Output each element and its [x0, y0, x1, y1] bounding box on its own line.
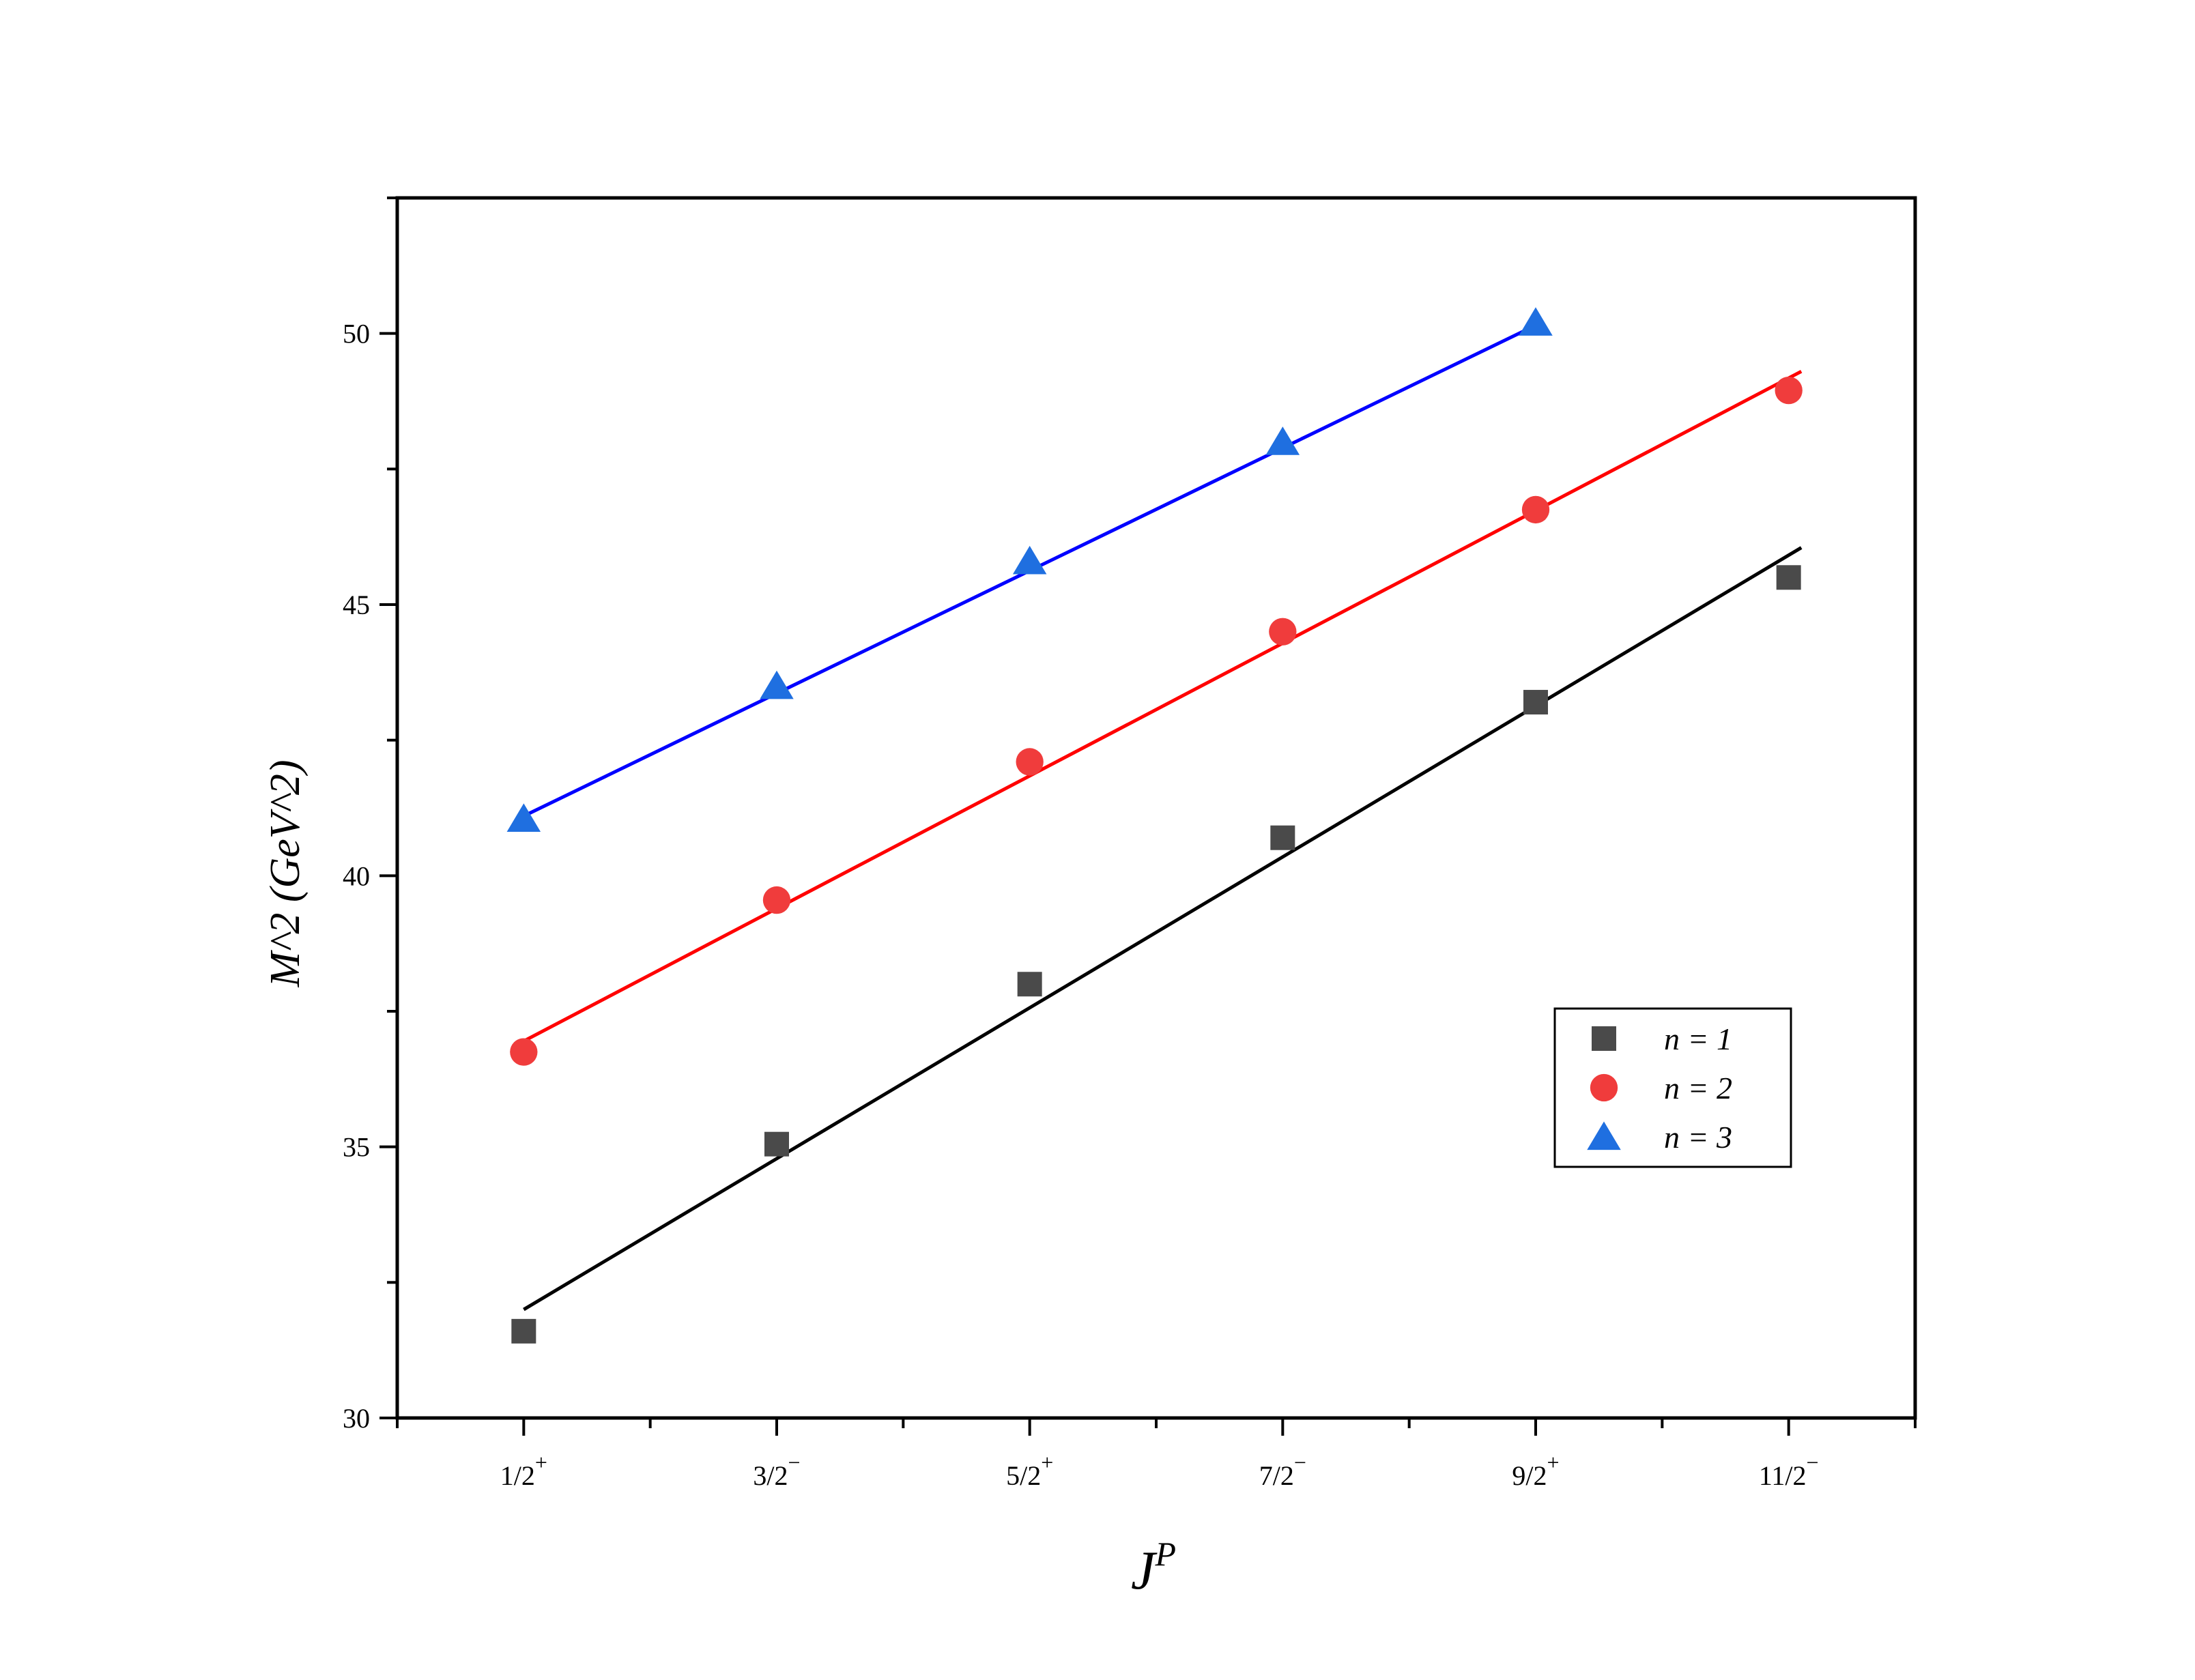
data-point-series-3 — [1265, 426, 1300, 455]
data-point-series-1 — [764, 1131, 789, 1157]
x-axis-title: JP — [1131, 1535, 1176, 1601]
x-tick-label: 7/2− — [1259, 1450, 1306, 1491]
markers — [506, 307, 1803, 1344]
data-point-series-2 — [1775, 376, 1803, 405]
y-tick-label: 30 — [343, 1403, 370, 1434]
legend-label: n = 1 — [1664, 1022, 1732, 1056]
x-tick-label: 9/2+ — [1512, 1450, 1559, 1491]
data-point-series-3 — [1519, 307, 1553, 336]
y-tick-label: 40 — [343, 860, 370, 891]
data-point-series-1 — [511, 1318, 536, 1344]
legend: n = 1 n = 2 n = 3 — [1553, 1007, 1792, 1168]
y-tick-label: 35 — [343, 1132, 370, 1163]
data-point-series-1 — [1270, 825, 1295, 850]
data-point-series-3 — [1012, 545, 1047, 575]
data-point-series-3 — [506, 803, 541, 832]
data-point-series-1 — [1776, 565, 1801, 590]
x-tick-label: 5/2+ — [1006, 1450, 1053, 1491]
data-point-series-1 — [1523, 690, 1548, 715]
data-point-series-2 — [1521, 495, 1550, 524]
data-point-series-2 — [1269, 618, 1297, 646]
y-tick-label: 50 — [343, 319, 370, 349]
fit-line-series-1 — [523, 546, 1803, 1312]
legend-label: n = 2 — [1664, 1071, 1732, 1105]
data-point-series-1 — [1017, 972, 1042, 997]
x-tick-label: 3/2− — [753, 1450, 800, 1491]
data-point-series-2 — [1016, 748, 1044, 776]
x-tick-label: 11/2− — [1759, 1450, 1819, 1491]
legend-marker — [1590, 1073, 1618, 1102]
fit-line-series-2 — [523, 370, 1803, 1043]
y-tick-label: 45 — [343, 590, 370, 620]
y-tick-labels: 30 35 40 45 50 — [343, 319, 370, 1434]
legend-marker — [1592, 1026, 1616, 1051]
x-tick-label: 1/2+ — [500, 1450, 547, 1491]
axes — [379, 196, 1917, 1436]
data-point-series-2 — [762, 886, 791, 914]
plot-frame — [395, 196, 1917, 1420]
legend-marker — [1587, 1121, 1621, 1150]
x-tick-labels: 1/2+ 3/2− 5/2+ 7/2− 9/2+ 11/2− — [500, 1450, 1819, 1491]
y-axis-title: M^2 (GeV^2) — [262, 760, 309, 988]
data-point-series-3 — [760, 670, 794, 699]
data-point-series-2 — [510, 1038, 538, 1066]
legend-label: n = 3 — [1664, 1120, 1732, 1155]
